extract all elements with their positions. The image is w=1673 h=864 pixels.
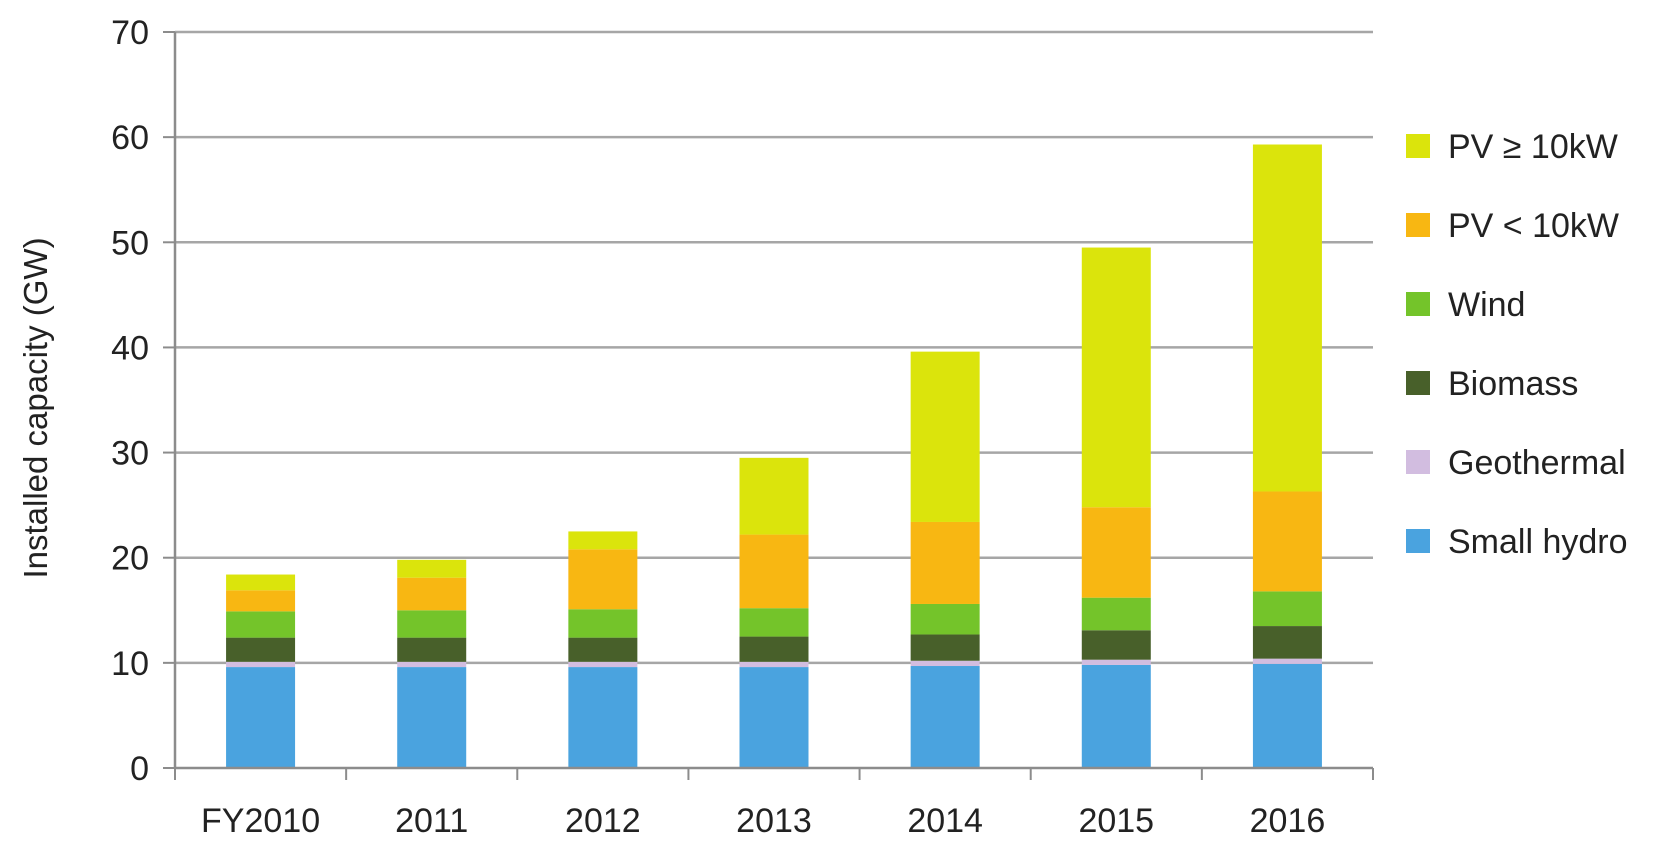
x-tick-label: 2014 [907, 802, 983, 840]
y-tick-label: 30 [111, 435, 149, 473]
bar-segment-wind [1252, 591, 1322, 627]
x-tick-label: 2011 [395, 802, 468, 840]
bar-segment-geothermal [1252, 658, 1322, 664]
legend-swatch [1406, 134, 1430, 158]
bar-segment-biomass [568, 637, 638, 662]
bar-segment-pv-10kw [739, 534, 809, 609]
bar-segment-geothermal [397, 661, 467, 668]
bar-segment-small-hydro [568, 667, 638, 768]
bar-segment-pv-10kw [397, 577, 467, 611]
y-tick-label: 60 [111, 119, 149, 157]
bar-segment-geothermal [910, 660, 980, 667]
legend: PV ≥ 10kW PV < 10kW Wind Biomass Geothermal S… [1406, 128, 1628, 561]
axes [163, 31, 1374, 780]
bar-segment-pv-10kw [1252, 144, 1322, 492]
legend-label: Biomass [1448, 365, 1578, 403]
bar-segment-small-hydro [397, 667, 467, 768]
bar-segment-pv-10kw [397, 559, 467, 578]
x-tick-label: 2013 [736, 802, 812, 840]
legend-swatch [1406, 529, 1430, 553]
bar-segment-geothermal [226, 661, 296, 668]
bar-segment-pv-10kw [910, 351, 980, 522]
bar-segment-pv-10kw [910, 521, 980, 604]
bar-segment-wind [1081, 597, 1151, 631]
bar-segment-pv-10kw [226, 590, 296, 612]
x-tick-label: 2012 [565, 802, 641, 840]
bar-segment-small-hydro [739, 667, 809, 768]
legend-label: Geothermal [1448, 444, 1626, 482]
legend-label: PV < 10kW [1448, 207, 1619, 245]
bar-segment-pv-10kw [1081, 507, 1151, 598]
y-axis-title: Installed capacity (GW) [17, 237, 54, 578]
x-tick-label: 2015 [1078, 802, 1154, 840]
bar-segment-pv-10kw [739, 457, 809, 535]
bar-segment-pv-10kw [1252, 491, 1322, 592]
bar-segment-biomass [1081, 630, 1151, 660]
bar-segment-small-hydro [226, 667, 296, 768]
y-tick-label: 40 [111, 329, 149, 367]
bar-segment-geothermal [568, 661, 638, 668]
y-tick-label: 50 [111, 224, 149, 262]
legend-label: PV ≥ 10kW [1448, 128, 1618, 166]
bar-segment-pv-10kw [1081, 247, 1151, 508]
bar-segment-wind [568, 609, 638, 638]
legend-swatch [1406, 450, 1430, 474]
y-tick-labels: 0 10 20 30 40 50 60 70 [111, 14, 149, 788]
bars [226, 144, 1322, 768]
bar-segment-small-hydro [1081, 664, 1151, 768]
bar-segment-pv-10kw [226, 574, 296, 591]
y-tick-label: 10 [111, 645, 149, 683]
bar-segment-wind [397, 610, 467, 638]
bar-segment-biomass [910, 634, 980, 661]
y-tick-label: 0 [130, 750, 149, 788]
legend-label: Wind [1448, 286, 1525, 324]
legend-swatch [1406, 292, 1430, 316]
bar-segment-wind [739, 608, 809, 637]
bar-segment-pv-10kw [568, 531, 638, 550]
y-tick-label: 70 [111, 14, 149, 52]
y-tick-label: 20 [111, 540, 149, 578]
bar-segment-biomass [397, 637, 467, 662]
bar-segment-biomass [226, 637, 296, 662]
bar-segment-small-hydro [910, 666, 980, 768]
bar-segment-pv-10kw [568, 549, 638, 610]
bar-segment-geothermal [1081, 659, 1151, 665]
bar-segment-wind [910, 603, 980, 635]
bar-segment-biomass [1252, 626, 1322, 659]
bar-segment-biomass [739, 636, 809, 662]
x-tick-label: FY2010 [201, 802, 320, 840]
bar-segment-wind [226, 611, 296, 638]
x-tick-label: 2016 [1250, 802, 1326, 840]
x-tick-labels: FY2010 2011 2012 2013 2014 2015 2016 [201, 802, 1325, 840]
legend-label: Small hydro [1448, 523, 1628, 561]
bar-segment-geothermal [739, 661, 809, 668]
legend-swatch [1406, 213, 1430, 237]
legend-swatch [1406, 371, 1430, 395]
gridlines [175, 30, 1373, 665]
bar-segment-small-hydro [1252, 663, 1322, 768]
